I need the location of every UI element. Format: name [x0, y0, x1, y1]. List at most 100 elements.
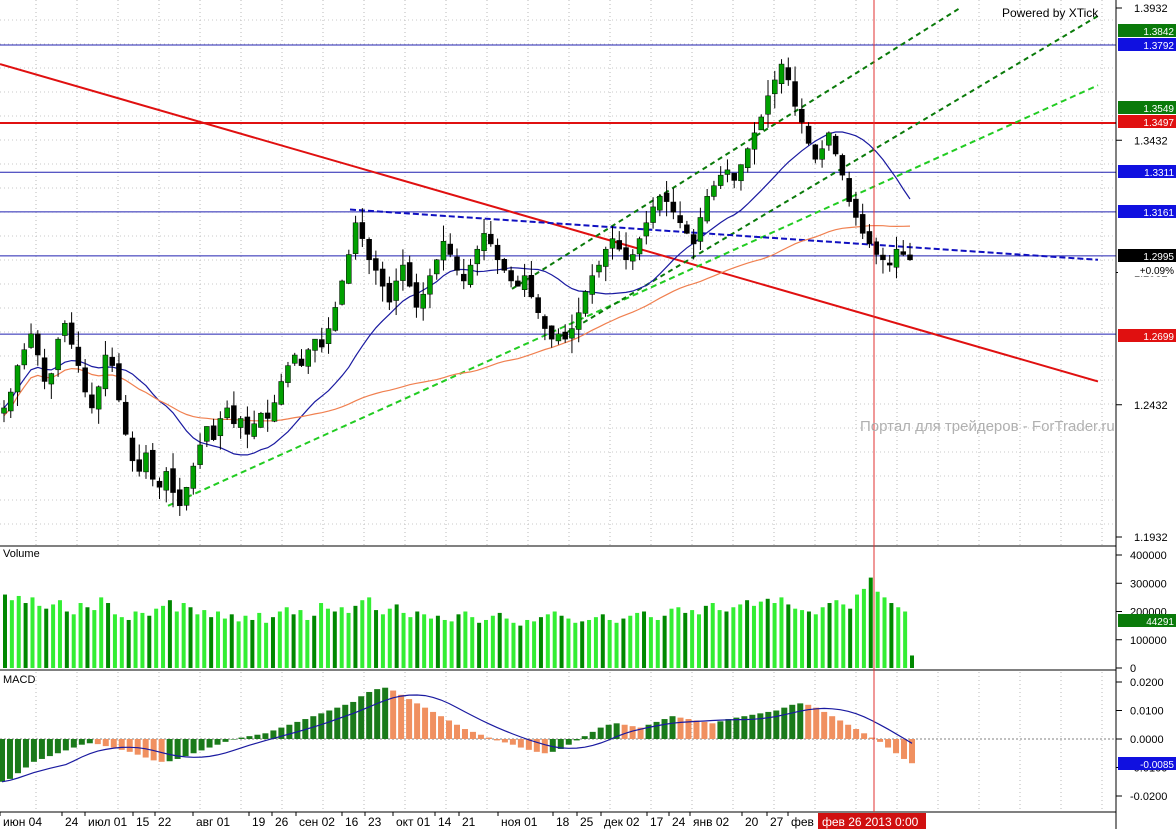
candle-body: [413, 282, 420, 308]
candle-body: [663, 192, 670, 202]
volume-bar: [703, 605, 708, 668]
macd-histogram-bar: [286, 724, 293, 739]
candle-body: [650, 206, 656, 223]
macd-histogram-bar: [110, 739, 117, 748]
macd-histogram-bar: [485, 737, 492, 739]
volume-bar: [786, 604, 791, 668]
volume-bar: [415, 611, 420, 668]
candle-body: [907, 254, 913, 261]
volume-bar: [903, 611, 908, 668]
candle-body: [853, 198, 859, 218]
macd-histogram-bar: [901, 739, 908, 759]
volume-bar: [243, 615, 248, 668]
macd-histogram-bar: [885, 739, 892, 748]
macd-histogram-bar: [334, 707, 341, 739]
candle-body: [197, 444, 203, 465]
watermark-mid: Портал для трейдеров - ForTrader.ru: [860, 418, 1115, 435]
volume-last-value: 44291: [1146, 617, 1174, 628]
volume-bar: [195, 614, 200, 668]
volume-bar: [566, 618, 571, 668]
macd-histogram-bar: [709, 723, 716, 739]
candle-body: [136, 459, 142, 472]
candle-body: [717, 174, 724, 186]
price-badge: [1118, 329, 1176, 342]
volume-bar: [696, 614, 701, 668]
candle-body: [461, 273, 467, 282]
volume-bar: [119, 617, 124, 668]
volume-bar: [64, 611, 69, 668]
candle-body: [433, 259, 440, 275]
macd-histogram-bar: [773, 710, 780, 739]
macd-histogram-bar: [222, 739, 229, 742]
volume-bar: [257, 612, 262, 668]
volume-bar: [518, 625, 523, 668]
macd-histogram-bar: [869, 737, 876, 739]
time-label: 24: [672, 815, 686, 829]
macd-last-badge: [1118, 757, 1176, 770]
volume-bar: [580, 621, 585, 668]
candle-body: [744, 148, 751, 169]
candle-body: [177, 489, 183, 507]
macd-histogram-bar: [861, 733, 868, 739]
candle-body: [163, 471, 170, 491]
volume-bar: [422, 614, 427, 668]
volume-bar: [71, 614, 76, 668]
time-label: 16: [345, 815, 359, 829]
macd-tick-label: 0.0100: [1130, 706, 1164, 718]
volume-bar: [470, 617, 475, 668]
volume-bar: [181, 603, 186, 668]
macd-signal-line: [1, 694, 913, 783]
macd-histogram-bar: [438, 716, 445, 739]
candle-body: [386, 282, 393, 303]
time-label: фев: [791, 815, 814, 829]
macd-histogram-bar: [262, 733, 269, 739]
candle-body: [467, 264, 474, 285]
candle-body: [1, 407, 7, 414]
volume-bar: [841, 604, 846, 668]
blue-dashed-line: [349, 208, 1099, 261]
candle-body: [575, 312, 582, 330]
volume-bar: [236, 621, 241, 668]
macd-histogram-bar: [765, 711, 772, 739]
price-badge: [1118, 101, 1176, 114]
cursor-time-label: фев 26 2013 0:00: [822, 815, 919, 829]
macd-histogram-bar: [845, 724, 852, 739]
volume-bar: [291, 614, 296, 668]
candle-body: [312, 338, 318, 351]
volume-panel-label: Volume: [3, 548, 40, 560]
macd-histogram-bar: [294, 721, 301, 739]
time-label: 25: [580, 815, 594, 829]
volume-bar: [99, 597, 104, 668]
ma-long-line: [3, 224, 911, 422]
candle-body: [731, 172, 737, 181]
macd-histogram-bar: [46, 739, 53, 757]
candle-body: [839, 155, 846, 176]
candle-body: [758, 116, 765, 131]
candle-body: [866, 231, 873, 245]
macd-histogram-bar: [366, 691, 373, 739]
candle-body: [258, 412, 264, 428]
macd-histogram-bar: [446, 720, 453, 739]
macd-histogram-bar: [54, 739, 61, 754]
candle-body: [359, 222, 366, 239]
candle-body: [237, 418, 244, 428]
time-label: 18: [556, 815, 570, 829]
volume-bar: [216, 611, 221, 668]
candle-body: [28, 333, 34, 348]
candle-body: [346, 254, 352, 284]
volume-bar: [202, 610, 207, 668]
candle-body: [35, 333, 41, 356]
candle-body: [332, 307, 339, 331]
macd-histogram-bar: [270, 730, 277, 739]
macd-histogram-bar: [821, 711, 828, 739]
macd-histogram-bar: [877, 739, 884, 742]
volume-bar: [435, 615, 440, 668]
volume-bar: [16, 595, 21, 668]
volume-bar: [751, 605, 756, 668]
candle-body: [366, 239, 372, 261]
macd-histogram-bar: [246, 736, 253, 739]
candle-body: [379, 268, 386, 287]
candle-body: [690, 234, 697, 245]
macd-histogram-bar: [789, 704, 796, 739]
